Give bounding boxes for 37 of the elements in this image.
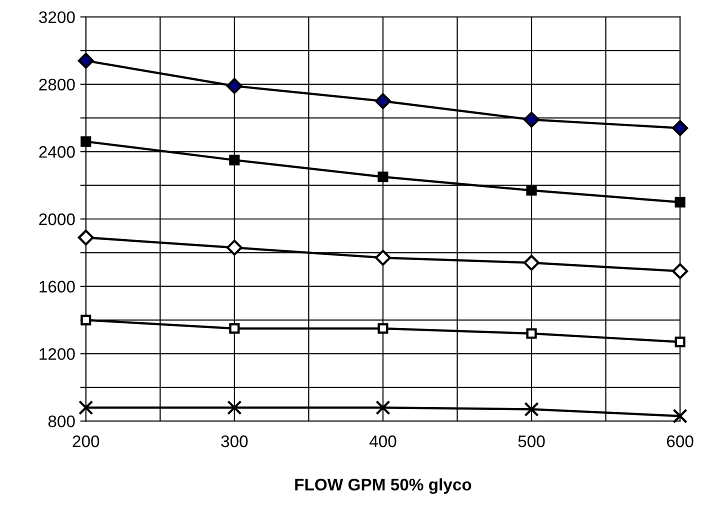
point bbox=[524, 254, 540, 271]
point bbox=[526, 328, 537, 339]
point bbox=[80, 136, 92, 147]
point bbox=[524, 402, 539, 417]
point bbox=[374, 93, 391, 110]
x-tick-label: 500 bbox=[518, 435, 545, 448]
point bbox=[226, 240, 242, 256]
point bbox=[378, 323, 388, 334]
point bbox=[78, 52, 94, 69]
y-tick-label: 1200 bbox=[40, 348, 75, 360]
point bbox=[672, 263, 688, 280]
x-tick-label: 600 bbox=[667, 435, 694, 448]
y-tick-label: 1600 bbox=[40, 280, 75, 293]
point bbox=[672, 408, 688, 424]
point bbox=[378, 172, 388, 182]
point bbox=[229, 323, 240, 334]
point bbox=[674, 336, 686, 348]
point bbox=[374, 250, 391, 266]
x-axis-title: FLOW GPM 50% glyco bbox=[295, 478, 472, 494]
point bbox=[226, 78, 242, 94]
point bbox=[526, 185, 537, 196]
x-tick-label: 400 bbox=[369, 435, 396, 448]
y-tick-label: 2800 bbox=[39, 78, 75, 90]
point bbox=[227, 400, 242, 415]
point bbox=[78, 230, 94, 246]
point bbox=[524, 112, 540, 128]
x-tick-label: 300 bbox=[221, 435, 248, 448]
y-tick-label: 2400 bbox=[39, 146, 75, 158]
y-tick-label: 3200 bbox=[39, 11, 75, 24]
point bbox=[672, 120, 688, 136]
point bbox=[376, 400, 390, 415]
y-tick-label: 2000 bbox=[39, 213, 75, 226]
point bbox=[229, 154, 240, 166]
x-tick-label: 200 bbox=[72, 435, 100, 448]
y-tick-label: 800 bbox=[48, 415, 75, 428]
point bbox=[674, 196, 686, 208]
point bbox=[78, 400, 94, 415]
